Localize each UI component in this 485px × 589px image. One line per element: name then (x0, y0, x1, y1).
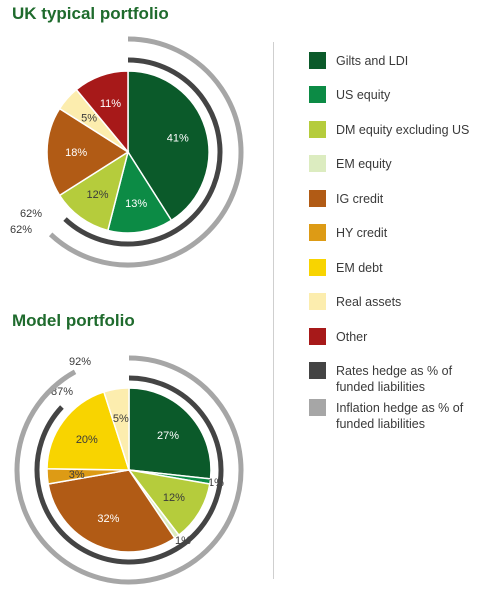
legend-label: HY credit (336, 226, 388, 240)
legend-item: IG credit (309, 190, 485, 207)
hedge-label: 62% (20, 208, 42, 220)
legend-swatch (309, 190, 326, 207)
slice-label: 13% (125, 198, 147, 210)
hedge-label: 62% (10, 224, 32, 236)
pie-slice (47, 469, 176, 553)
slice-label: 3% (69, 469, 85, 481)
legend-item: DM equity excluding US (309, 121, 485, 138)
slice-label: 12% (163, 492, 185, 504)
hedge-ring (63, 57, 223, 247)
slice-label: 27% (157, 430, 179, 442)
hedge-label: 87% (51, 386, 73, 398)
legend-item: Inflation hedge as % of funded liabiliti… (309, 399, 485, 432)
hedge-ring (34, 375, 224, 565)
legend-label: IG credit (336, 192, 384, 206)
legend-swatch (309, 121, 326, 138)
legend-item: EM equity (309, 155, 485, 172)
legend-swatch (309, 86, 326, 103)
pie-slice (46, 107, 130, 197)
legend-swatch (309, 399, 326, 416)
hedge-ring (48, 36, 244, 268)
hedge-ring (14, 355, 244, 585)
pie-slice (46, 390, 131, 471)
slice-label: 5% (113, 413, 129, 425)
legend-label: Inflation hedge as % of funded liabiliti… (336, 401, 464, 431)
slice-label: 32% (97, 513, 119, 525)
legend-label: EM equity (336, 157, 392, 171)
legend-swatch (309, 259, 326, 276)
legend-item: Gilts and LDI (309, 52, 485, 69)
legend-item: Rates hedge as % of funded liabilities (309, 362, 485, 395)
legend-item: HY credit (309, 224, 485, 241)
legend-label: DM equity excluding US (336, 123, 470, 137)
legend-label: Rates hedge as % of funded liabilities (336, 364, 453, 394)
legend-swatch (309, 362, 326, 379)
pie-slice (102, 387, 130, 471)
legend-item: EM debt (309, 259, 485, 276)
slice-label: 5% (81, 113, 97, 125)
chart-title-model: Model portfolio (12, 311, 135, 330)
legend-item: US equity (309, 86, 485, 103)
legend-label: Gilts and LDI (336, 54, 409, 68)
hedge-label: 92% (69, 356, 91, 368)
legend-label: EM debt (336, 261, 383, 275)
slice-label: 41% (167, 133, 189, 145)
pie-slice (128, 387, 212, 480)
legend-item: Other (309, 328, 485, 345)
legend-item: Real assets (309, 293, 485, 310)
slice-label: 18% (65, 147, 87, 159)
model-portfolio-chart: 27%1%12%1%32%3%20%5%87%92% (14, 355, 244, 585)
legend-swatch (309, 293, 326, 310)
legend-swatch (309, 224, 326, 241)
chart-title-uk-typical: UK typical portfolio (12, 4, 169, 23)
legend-label: Real assets (336, 295, 402, 309)
slice-label: 20% (76, 434, 98, 446)
legend-divider (273, 42, 274, 579)
legend-label: Other (336, 330, 368, 344)
pie-slice (106, 150, 173, 234)
legend-swatch (309, 328, 326, 345)
slice-label: 11% (100, 98, 121, 110)
legend-label: US equity (336, 88, 391, 102)
legend-swatch (309, 155, 326, 172)
pie-slice (75, 70, 129, 155)
legend-swatch (309, 52, 326, 69)
slice-label: 12% (87, 189, 109, 201)
pie-slice (127, 468, 211, 537)
uk-typical-portfolio-chart: 41% 13% 12% 18% 5%11% 62% 62% (10, 36, 244, 268)
pie-slice (58, 150, 130, 232)
